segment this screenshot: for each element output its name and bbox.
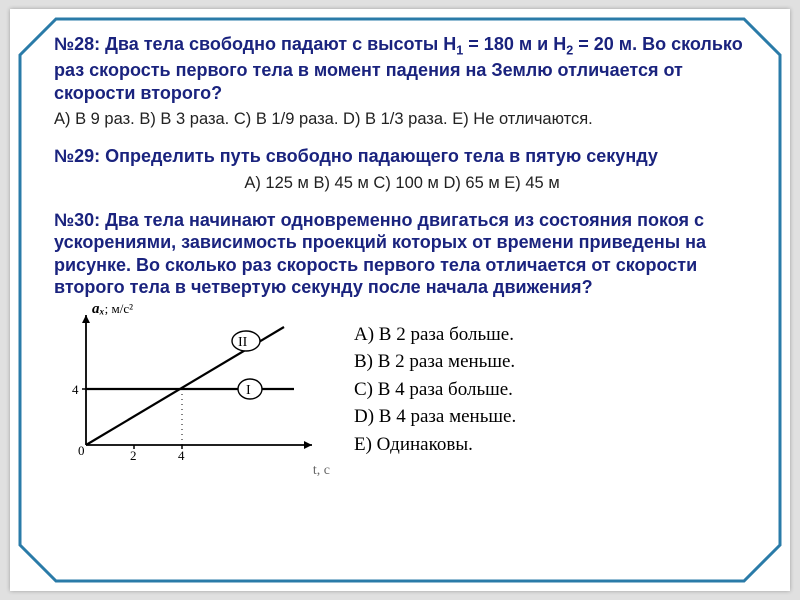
slide: №28: Два тела свободно падают с высоты H…	[10, 9, 790, 591]
q28-title: №28: Два тела свободно падают с высоты H…	[54, 33, 750, 104]
q30-option: E) Одинаковы.	[354, 431, 516, 459]
svg-text:I: I	[246, 383, 251, 398]
q30-row: aₓ; м/с² 0 2 4 4	[54, 305, 750, 465]
svg-text:2: 2	[130, 448, 137, 463]
x-axis-label: t, c	[313, 463, 330, 479]
q30-title: №30: Два тела начинают одновременно двиг…	[54, 209, 750, 299]
series-label-II: II	[232, 331, 260, 351]
q30-option: C) В 4 раза больше.	[354, 376, 516, 404]
series-label-I: I	[238, 379, 262, 399]
chart-svg: 0 2 4 4 I	[54, 305, 324, 465]
q29-title: №29: Определить путь свободно падающего …	[54, 145, 750, 168]
q28-options: A) В 9 раз. B) В 3 раза. C) В 1/9 раза. …	[54, 110, 750, 129]
content: №28: Два тела свободно падают с высоты H…	[54, 33, 750, 567]
svg-text:0: 0	[78, 443, 85, 458]
svg-text:4: 4	[178, 448, 185, 463]
q30-options: A) В 2 раза больше. B) В 2 раза меньше. …	[354, 321, 516, 459]
q30-chart: aₓ; м/с² 0 2 4 4	[54, 305, 324, 465]
q30-option: D) В 4 раза меньше.	[354, 403, 516, 431]
y-axis-label: aₓ; м/с²	[92, 301, 133, 318]
q30-option: B) В 2 раза меньше.	[354, 348, 516, 376]
svg-text:II: II	[238, 335, 248, 350]
q29-options: A) 125 м B) 45 м C) 100 м D) 65 м E) 45 …	[54, 174, 750, 193]
svg-text:4: 4	[72, 382, 79, 397]
q30-option: A) В 2 раза больше.	[354, 321, 516, 349]
